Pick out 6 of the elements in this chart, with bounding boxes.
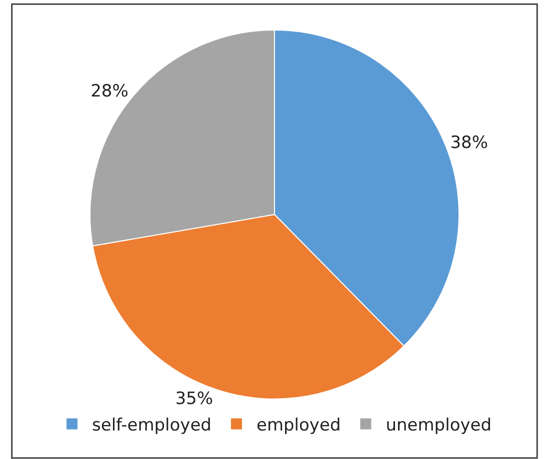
- legend-label: employed: [256, 416, 341, 436]
- data-label: 28%: [90, 82, 128, 102]
- data-label: 38%: [450, 133, 488, 154]
- legend-label: self-employed: [92, 416, 212, 436]
- data-label: 35%: [175, 389, 214, 410]
- legend-label: unemployed: [386, 416, 492, 436]
